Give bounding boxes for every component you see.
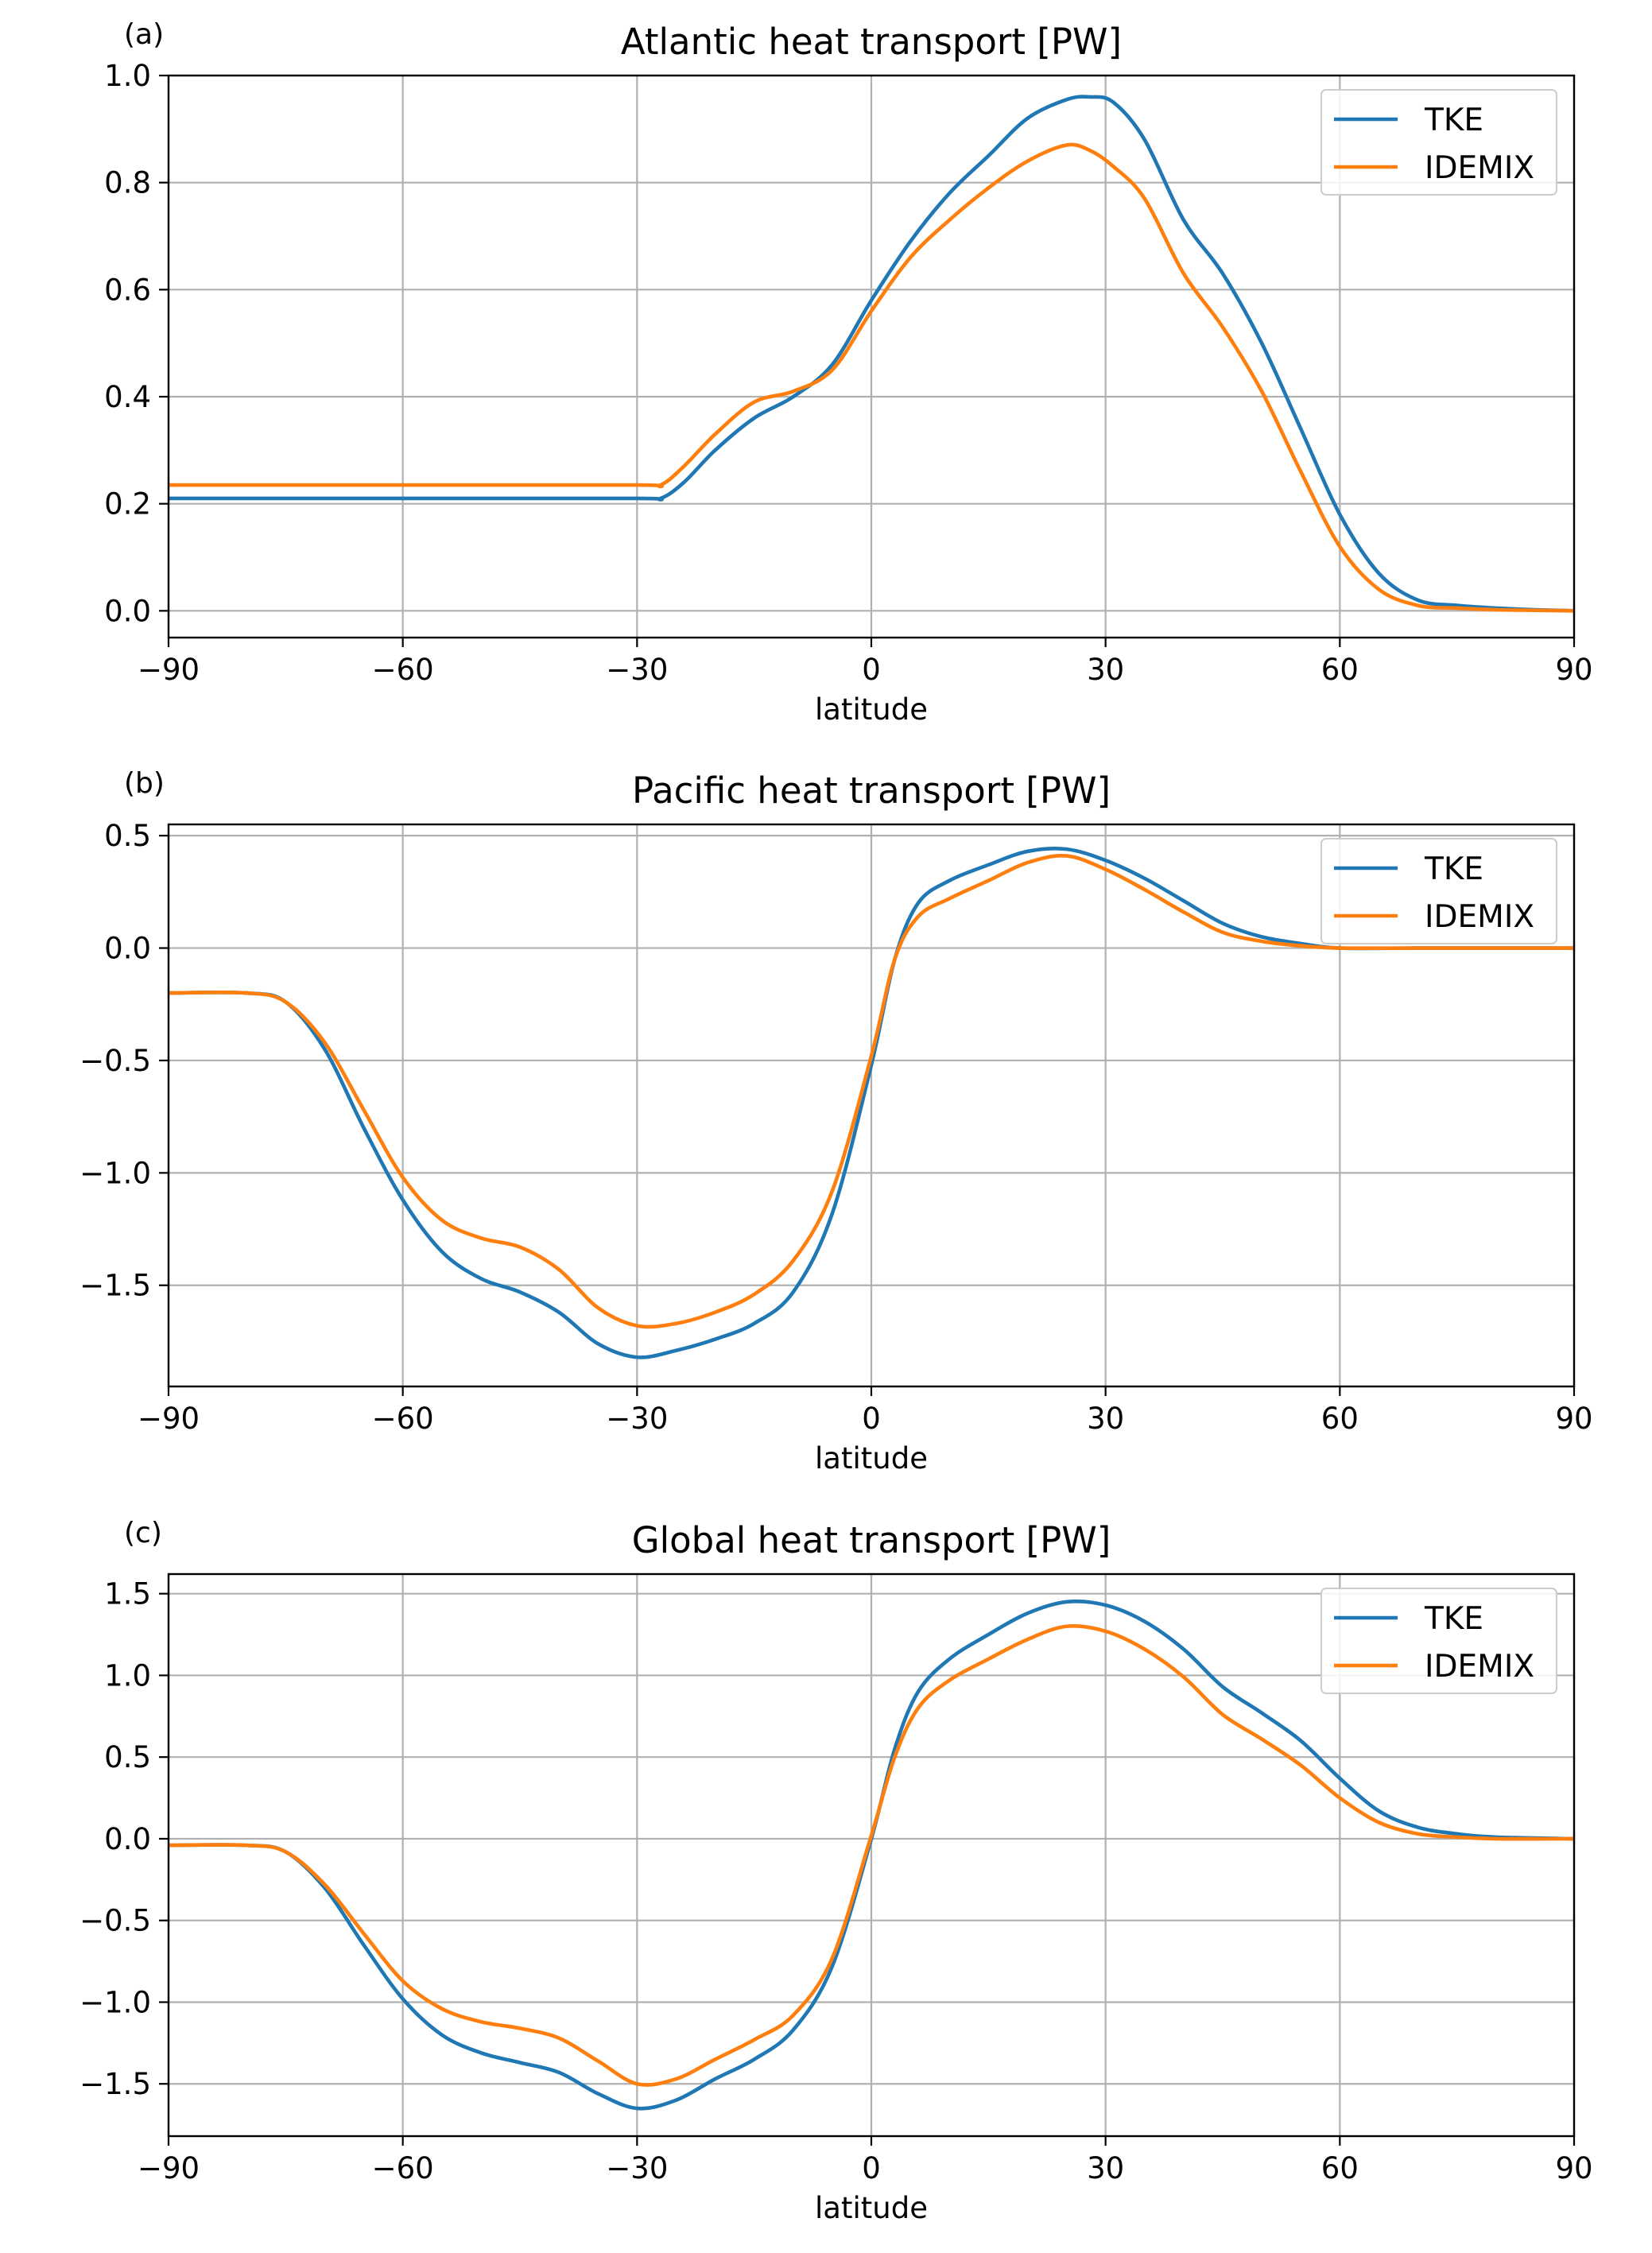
x-tick-label: −30: [606, 653, 668, 687]
series-line-tke: [169, 846, 1574, 1359]
x-axis-label: latitude: [815, 2191, 928, 2225]
legend-label-tke: TKE: [1424, 103, 1483, 138]
y-tick-label: −1.0: [79, 1985, 151, 2019]
series-line-idemix: [169, 1624, 1574, 2087]
x-tick-label: 60: [1321, 1402, 1359, 1436]
x-tick-label: 0: [862, 1402, 881, 1436]
y-tick-label: −0.5: [79, 1904, 151, 1938]
chart-panel-1: −90 −60 −30 0 30 60 90 0.5 0.0 −0.5 −1.0 −1.5 latitu…: [79, 767, 1592, 1476]
y-tick-label: 0.5: [104, 1740, 151, 1774]
x-tick-label: 60: [1321, 653, 1359, 687]
y-tick-label: 0.4: [104, 380, 151, 414]
y-tick-label: 0.0: [104, 932, 151, 966]
x-tick-label: −90: [138, 2151, 200, 2185]
x-tick-label: −60: [372, 2151, 434, 2185]
y-tick-label: −1.0: [79, 1156, 151, 1190]
y-tick-label: 1.0: [104, 59, 151, 93]
legend-label-idemix: IDEMIX: [1425, 150, 1534, 186]
x-tick-label: −60: [372, 1402, 434, 1436]
x-tick-label: 0: [862, 2151, 881, 2185]
x-tick-label: −90: [138, 653, 200, 687]
x-tick-label: −60: [372, 653, 434, 687]
y-tick-label: 0.6: [104, 273, 151, 307]
x-tick-label: 90: [1555, 1402, 1592, 1436]
x-tick-label: 0: [862, 653, 881, 687]
x-tick-label: 30: [1087, 1402, 1124, 1436]
x-axis-label: latitude: [815, 1441, 928, 1476]
x-tick-label: −90: [138, 1402, 200, 1436]
x-tick-label: 60: [1321, 2151, 1359, 2185]
x-tick-label: 90: [1555, 2151, 1592, 2185]
chart-title: Global heat transport [PW]: [632, 1519, 1111, 1561]
legend-label-tke: TKE: [1424, 851, 1483, 887]
legend-label-tke: TKE: [1424, 1601, 1483, 1637]
legend: TKE IDEMIX: [1320, 89, 1557, 196]
y-tick-label: 0.8: [104, 166, 151, 200]
x-axis-label: latitude: [815, 692, 928, 727]
x-tick-label: 90: [1555, 653, 1592, 687]
chart-panel-2: −90 −60 −30 0 30 60 90 1.5 1.0 0.5 0.0 −0.5 −1.0 −1.5…: [79, 1517, 1592, 2225]
series-line-idemix: [169, 854, 1574, 1329]
x-tick-label: 30: [1087, 653, 1124, 687]
y-tick-label: −1.5: [79, 1269, 151, 1303]
y-tick-label: 1.0: [104, 1658, 151, 1693]
series-line-idemix: [169, 142, 1574, 613]
y-tick-label: 0.0: [104, 594, 151, 628]
y-tick-label: −0.5: [79, 1044, 151, 1078]
panel-label: (c): [124, 1517, 162, 1549]
y-tick-label: 0.5: [104, 819, 151, 853]
series-line-tke: [169, 95, 1574, 613]
chart-title: Pacific heat transport [PW]: [632, 770, 1111, 812]
legend-label-idemix: IDEMIX: [1425, 1649, 1534, 1685]
chart-title: Atlantic heat transport [PW]: [621, 21, 1122, 63]
panel-label: (a): [124, 18, 164, 51]
panel-label: (b): [124, 767, 165, 800]
y-tick-label: 0.2: [104, 487, 151, 522]
x-tick-label: −30: [606, 2151, 668, 2185]
legend: TKE IDEMIX: [1320, 838, 1557, 944]
x-tick-label: 30: [1087, 2151, 1124, 2185]
legend: TKE IDEMIX: [1320, 1588, 1557, 1694]
y-tick-label: 0.0: [104, 1822, 151, 1856]
x-tick-label: −30: [606, 1402, 668, 1436]
y-tick-label: 1.5: [104, 1577, 151, 1611]
legend-label-idemix: IDEMIX: [1425, 899, 1534, 935]
chart-panel-0: −90 −60 −30 0 30 60 90 0.0 0.2 0.4 0.6 0.8 1.0 latitu…: [104, 18, 1592, 727]
y-tick-label: −1.5: [79, 2067, 151, 2101]
